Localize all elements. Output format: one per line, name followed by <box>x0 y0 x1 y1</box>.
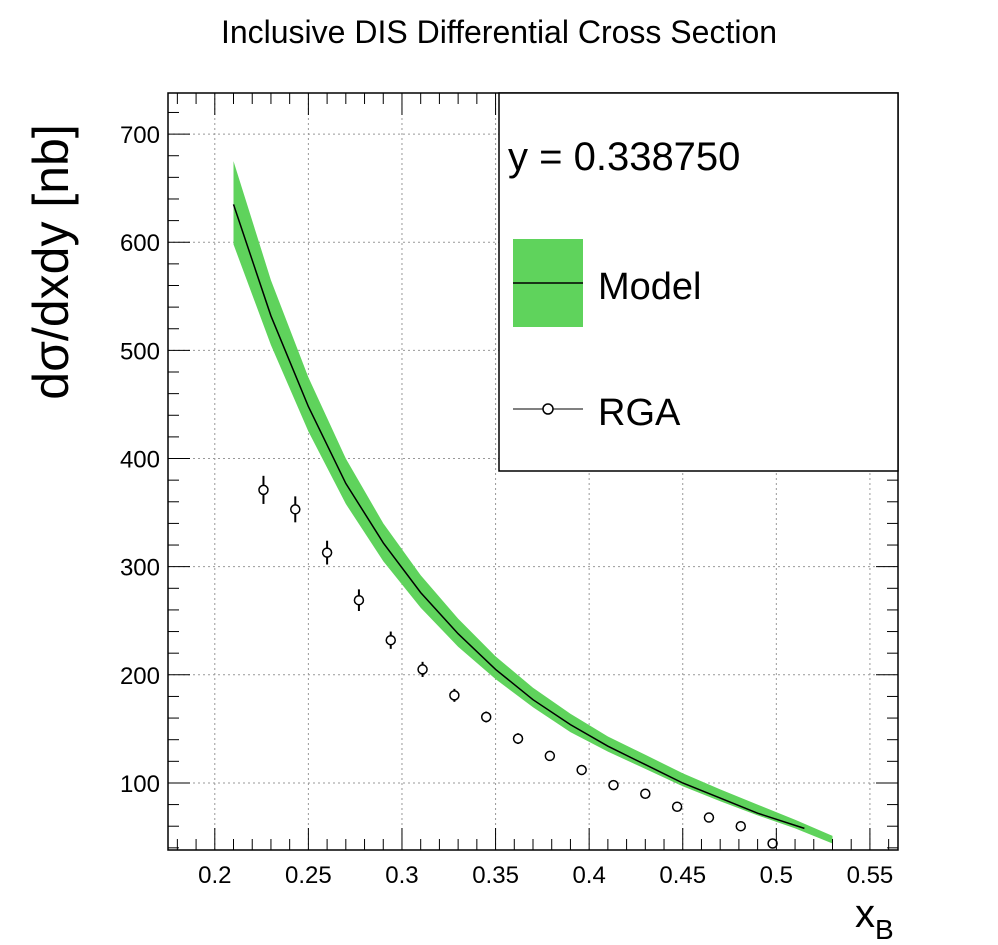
x-tick-label: 0.3 <box>385 862 418 889</box>
rga-point <box>321 547 333 558</box>
chart-title: Inclusive DIS Differential Cross Section <box>221 14 777 50</box>
rga-point <box>258 484 269 496</box>
rga-point <box>640 788 651 800</box>
rga-point <box>735 820 747 832</box>
y-tick-label: 700 <box>120 122 160 149</box>
rga-point <box>544 750 556 762</box>
legend-rga-label: RGA <box>598 392 681 434</box>
x-tick-labels: 0.2 0.25 0.3 0.35 0.4 0.45 0.5 0.55 <box>198 862 893 889</box>
rga-point <box>353 594 365 606</box>
rga-point <box>417 664 428 675</box>
y-tick-label: 200 <box>120 663 160 690</box>
x-tick-label: 0.5 <box>760 862 793 889</box>
rga-point <box>512 733 524 744</box>
x-tick-label: 0.2 <box>198 862 231 889</box>
rga-point <box>385 634 396 646</box>
y-tick-label: 100 <box>120 771 160 798</box>
rga-point <box>767 838 778 849</box>
y-tick-label: 300 <box>120 555 160 582</box>
legend-rga-marker <box>542 403 554 415</box>
y-tick-label: 600 <box>120 230 160 257</box>
x-tick-label: 0.4 <box>572 862 605 889</box>
y-tick-label: 400 <box>120 447 160 474</box>
legend: y = 0.338750 Model RGA <box>498 92 899 472</box>
rga-point <box>290 504 301 515</box>
rga-point <box>608 779 619 791</box>
x-tick-label: 0.45 <box>659 862 706 889</box>
model-band-area <box>233 161 833 844</box>
model-line-path <box>232 204 805 830</box>
rga-point <box>703 812 715 823</box>
x-axis-label: xB <box>855 892 894 945</box>
rga-point <box>480 711 492 723</box>
rga-markers <box>258 475 778 849</box>
model-line <box>232 204 805 830</box>
legend-header: y = 0.338750 <box>508 135 740 179</box>
x-tick-label: 0.55 <box>847 862 894 889</box>
y-tick-label: 500 <box>120 338 160 365</box>
rga-point <box>449 690 460 701</box>
rga-point <box>576 764 587 776</box>
rga-point <box>671 801 683 812</box>
x-tick-label: 0.25 <box>285 862 332 889</box>
x-tick-label: 0.35 <box>472 862 519 889</box>
y-axis-label: dσ/dxdy [nb] <box>23 124 79 399</box>
x-axis-label-main: x <box>855 892 875 936</box>
x-axis-label-subscript: B <box>875 914 894 945</box>
legend-model-label: Model <box>598 266 702 308</box>
y-tick-labels: 100 200 300 400 500 600 700 <box>120 122 160 798</box>
model-band <box>233 161 833 844</box>
